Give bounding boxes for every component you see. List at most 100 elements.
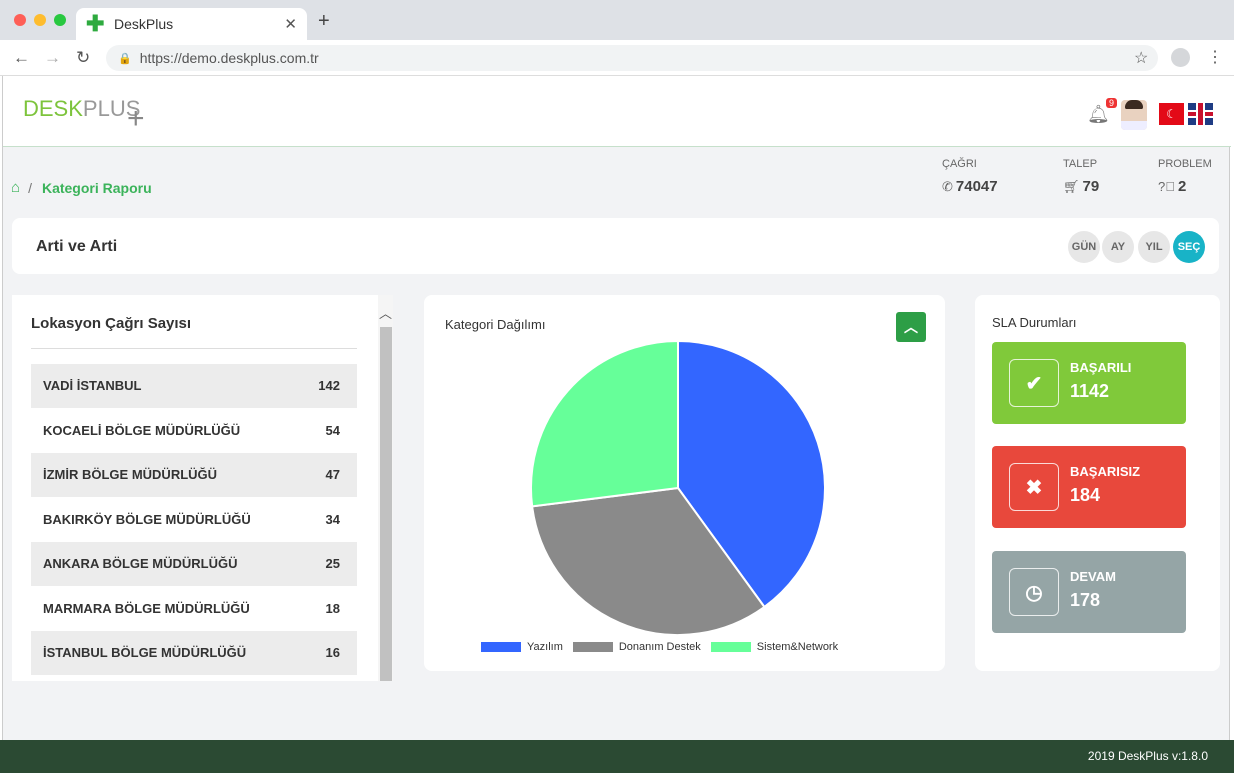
home-icon[interactable]: ⌂ (11, 179, 21, 196)
period-yil-button[interactable]: YIL (1138, 231, 1170, 263)
address-bar: ← → ↻ 🔒 https://demo.deskplus.com.tr ☆ ⋮ (0, 40, 1234, 76)
window-controls (14, 14, 66, 26)
legend-swatch (481, 642, 521, 652)
sla-devam[interactable]: ◷ DEVAM 178 (992, 551, 1186, 633)
notification-badge: 9 (1106, 98, 1118, 108)
location-name: BAKIRKÖY BÖLGE MÜDÜRLÜĞÜ (43, 511, 251, 527)
location-count: 142 (318, 378, 340, 394)
stat-problem-label: PROBLEM (1158, 158, 1212, 170)
browser-tabbar: ✚ DeskPlus ✕ + (0, 0, 1234, 40)
breadcrumb-separator: / (28, 179, 32, 196)
location-name: ANKARA BÖLGE MÜDÜRLÜĞÜ (43, 556, 238, 572)
sla-card: SLA Durumları ✔ BAŞARILI 1142 ✖ BAŞARISI… (975, 295, 1220, 671)
location-row[interactable]: VADİ İSTANBUL 142 (31, 364, 357, 409)
app-container: DESKPLUS + 🔔︎ 9 ☾ ⌂ / Kategori Raporu ÇA… (2, 76, 1231, 740)
logo-desk-text: DESK (23, 96, 83, 121)
collapse-chevron-up-icon[interactable]: ︿ (896, 312, 926, 342)
chart-card-title: Kategori Dağılımı (445, 317, 546, 332)
cart-icon: 🛒︎ (1063, 178, 1080, 194)
stat-talep-value: 79 (1082, 178, 1100, 195)
logo-cross-icon: + (127, 102, 145, 135)
url-text: https://demo.deskplus.com.tr (139, 50, 319, 66)
menu-kebab-icon[interactable]: ⋮ (1207, 49, 1223, 66)
close-icon: ✖ (1009, 463, 1059, 511)
location-count: 54 (325, 422, 340, 438)
legend-swatch (710, 642, 751, 652)
location-row[interactable]: İZMİR BÖLGE MÜDÜRLÜĞÜ 47 (31, 453, 357, 498)
stat-problem-value: 2 (1177, 178, 1187, 195)
footer: 2019 DeskPlus v:1.8.0 (0, 740, 1234, 773)
location-count: 16 (325, 645, 340, 661)
user-avatar[interactable] (1121, 100, 1147, 130)
pie-slice-0[interactable] (677, 339, 826, 609)
close-tab-icon[interactable]: ✕ (284, 16, 297, 33)
stat-cagri-value: 74047 (955, 178, 998, 195)
location-name: MARMARA BÖLGE MÜDÜRLÜĞÜ (43, 600, 250, 616)
location-card: Lokasyon Çağrı Sayısı VADİ İSTANBUL 142 KO… (12, 295, 378, 681)
back-icon[interactable]: ← (13, 48, 30, 67)
period-sec-button[interactable]: SEÇ (1173, 231, 1205, 263)
browser-tab[interactable]: ✚ DeskPlus ✕ (76, 8, 307, 40)
sla-basarili[interactable]: ✔ BAŞARILI 1142 (992, 342, 1186, 424)
lock-icon: 🔒 (118, 52, 132, 65)
sla-basarisiz[interactable]: ✖ BAŞARISIZ 184 (992, 446, 1186, 528)
question-icon: ?⃝ (1158, 179, 1175, 194)
legend-label: Sistem&Network (756, 641, 839, 653)
location-name: İSTANBUL BÖLGE MÜDÜRLÜĞÜ (43, 645, 247, 661)
period-gun-button[interactable]: GÜN (1068, 231, 1100, 263)
profile-avatar[interactable] (1171, 48, 1190, 67)
location-row[interactable]: BAKIRKÖY BÖLGE MÜDÜRLÜĞÜ 34 (31, 498, 357, 542)
url-field[interactable]: 🔒 https://demo.deskplus.com.tr (106, 45, 1158, 71)
chart-legend: Yazılım Donanım Destek Sistem&Network (481, 641, 838, 653)
title-card: Arti ve Arti GÜN AY YIL SEÇ (12, 218, 1219, 274)
location-row[interactable]: ANKARA BÖLGE MÜDÜRLÜĞÜ 25 (31, 542, 357, 587)
location-name: VADİ İSTANBUL (43, 378, 142, 394)
stat-talep-label: TALEP (1063, 158, 1098, 170)
legend-item[interactable]: Yazılım (481, 641, 563, 653)
location-row[interactable]: KOCAELİ BÖLGE MÜDÜRLÜĞÜ 54 (31, 409, 357, 453)
location-list: VADİ İSTANBUL 142 KOCAELİ BÖLGE MÜDÜRLÜĞÜ 5… (31, 364, 357, 676)
breadcrumb: ⌂ / Kategori Raporu (11, 179, 152, 196)
clock-icon: ◷ (1009, 568, 1059, 616)
legend-label: Yazılım (527, 641, 563, 653)
pie-slice-1[interactable] (531, 486, 766, 636)
legend-item[interactable]: Sistem&Network (710, 641, 839, 653)
reload-icon[interactable]: ↻ (76, 48, 91, 67)
legend-item[interactable]: Donanım Destek (572, 641, 701, 653)
minimize-window-button[interactable] (34, 14, 46, 26)
sla-basarisiz-label: BAŞARISIZ (1070, 464, 1141, 479)
sla-basarili-label: BAŞARILI (1070, 360, 1132, 375)
chart-card: Kategori Dağılımı ︿ Yazılım Donanım Deste… (424, 295, 945, 671)
location-card-title: Lokasyon Çağrı Sayısı (31, 315, 192, 332)
scroll-up-icon[interactable]: ︿ (379, 306, 393, 321)
flag-turkey-icon[interactable]: ☾ (1159, 103, 1184, 125)
phone-icon: ✆ (942, 178, 953, 194)
sla-devam-label: DEVAM (1070, 569, 1116, 584)
location-name: KOCAELİ BÖLGE MÜDÜRLÜĞÜ (43, 422, 241, 438)
pie-chart (530, 339, 826, 636)
location-row[interactable]: İSTANBUL BÖLGE MÜDÜRLÜĞÜ 16 (31, 631, 357, 676)
sla-basarisiz-value: 184 (1070, 485, 1101, 505)
footer-version: 2019 DeskPlus v:1.8.0 (1087, 749, 1208, 763)
location-count: 34 (325, 511, 340, 527)
bookmark-star-icon[interactable]: ☆ (1134, 50, 1149, 67)
deskplus-logo[interactable]: DESKPLUS + (23, 96, 145, 135)
bell-icon[interactable]: 🔔︎ (1087, 104, 1110, 124)
tab-title: DeskPlus (114, 16, 174, 32)
check-icon: ✔ (1009, 359, 1059, 407)
breadcrumb-current[interactable]: Kategori Raporu (41, 179, 152, 196)
close-window-button[interactable] (14, 14, 26, 26)
flag-uk-icon[interactable] (1188, 103, 1213, 125)
maximize-window-button[interactable] (54, 14, 66, 26)
pie-slice-2[interactable] (530, 339, 679, 508)
period-ay-button[interactable]: AY (1102, 231, 1134, 263)
location-count: 47 (325, 467, 340, 483)
legend-swatch (572, 642, 613, 652)
forward-icon[interactable]: → (44, 48, 61, 67)
location-row[interactable]: MARMARA BÖLGE MÜDÜRLÜĞÜ 18 (31, 587, 357, 631)
location-scrollbar[interactable]: ︿ (378, 295, 393, 681)
new-tab-icon[interactable]: + (318, 10, 330, 32)
page-title: Arti ve Arti (36, 238, 118, 255)
scrollbar-thumb[interactable] (380, 327, 392, 681)
stat-cagri-label: ÇAĞRI (942, 158, 977, 170)
